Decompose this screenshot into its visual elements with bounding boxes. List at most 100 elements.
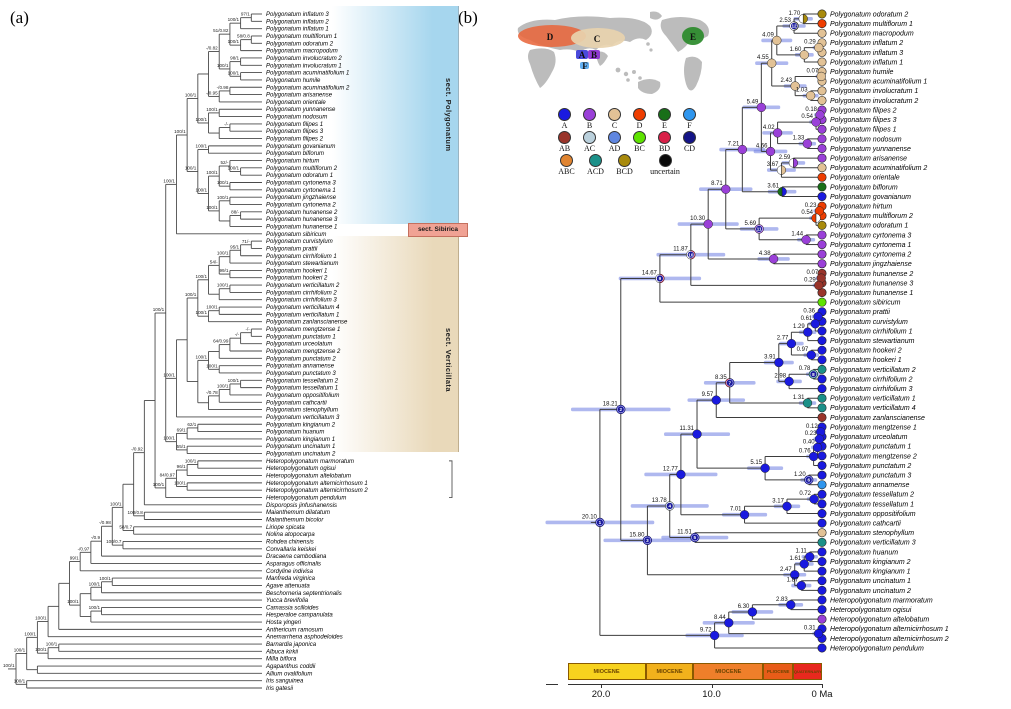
tip-label: Polygonatum punctatum 2 (266, 356, 336, 362)
node-circle: 9 (655, 273, 665, 284)
support-label: 95/1 (230, 244, 239, 249)
legend-swatch (608, 108, 621, 121)
node-number-badge (805, 476, 813, 484)
support-label: 100/1 (228, 70, 240, 75)
node-age-label: 3.17 (772, 498, 784, 504)
map-region-letter-F: F (582, 61, 588, 71)
tip-label: Polygonatum kingianum 2 (830, 559, 911, 566)
node-age-label: 0.29 (804, 40, 816, 46)
support-label: -/0.92 (131, 447, 143, 452)
support-label: 100/1 (67, 599, 79, 604)
node-circle (796, 580, 806, 591)
taxon-range-circle (817, 557, 827, 567)
support-label: 100/1 (228, 378, 240, 383)
node-circle (799, 559, 809, 569)
support-label: 100/0.8 (128, 510, 144, 515)
tip-label: Polygonatum filipes 1 (266, 122, 323, 128)
support-label: 100/1 (24, 631, 36, 636)
tip-label: Polygonatum punctatum 2 (830, 463, 911, 470)
map-region-letter-E: E (690, 32, 696, 42)
node-circle (803, 327, 813, 337)
map-region-letter-B: B (591, 50, 597, 60)
taxon-range-circle (817, 182, 827, 192)
node-number-badge (666, 502, 674, 510)
node-circle (816, 71, 826, 82)
node-circle (809, 494, 819, 504)
tip-label: Polygonatum multiflorum 1 (266, 34, 337, 40)
taxon-range-circle (817, 384, 827, 394)
support-label: 96/1 (177, 464, 186, 469)
tip-label: Polygonatum multiflorum 2 (266, 166, 338, 172)
node-age-label: 11.51 (677, 530, 692, 536)
node-number: 6 (807, 478, 810, 483)
tip-label: Camassia scilloides (266, 605, 319, 611)
map-region-letters: D CA BF E (547, 32, 696, 71)
node-age-label: 13.78 (652, 498, 668, 504)
node-circle (676, 469, 686, 480)
taxon-range-circle (817, 528, 827, 538)
node-circle (756, 102, 766, 113)
legend-swatch (683, 108, 696, 121)
support-label: 100/1 (196, 187, 208, 192)
tip-label: Polygonatum cirrhifolium 1 (830, 328, 913, 335)
legend-label: BC (634, 144, 645, 153)
node-age-label: 7.01 (730, 507, 742, 513)
node-age-label: 2.98 (774, 373, 786, 379)
node-circle (786, 600, 796, 610)
tip-label: Polygonatum filipes 1 (830, 127, 897, 134)
tip-label: Polygonatum orientale (266, 100, 326, 106)
support-label: 100/1 (110, 501, 122, 506)
taxon-range-circle (817, 374, 827, 384)
taxon-range-circle (817, 192, 827, 202)
tip-label: Polygonatum nodosum (830, 136, 902, 143)
tip-label: Polygonatum hunanense 1 (266, 224, 337, 230)
node-age-label: 1.03 (796, 88, 808, 94)
tip-label: Polygonatum hunanense 2 (830, 271, 913, 278)
support-label: 100/1 (196, 117, 208, 122)
tip-label: Hosta yingeri (266, 620, 302, 626)
support-label: 98/1 (230, 56, 239, 61)
map-region-letter-D: D (547, 32, 554, 42)
taxon-range-circle (817, 403, 827, 413)
support-label: 100/1 (153, 482, 165, 487)
tip-label: Polygonatum annamense (830, 482, 909, 489)
legend-label: uncertain (650, 167, 680, 176)
node-circle (774, 357, 784, 368)
tip-label: Asparagus officinalis (265, 561, 321, 567)
tip-label: Heteropolygonatum alternicirrhosum 1 (830, 626, 949, 633)
legend-item-AB: AB (552, 131, 577, 153)
node-age-label: 0.23 (805, 431, 817, 437)
tip-label: Polygonatum multiflorum 2 (830, 213, 913, 220)
taxon-range-circle (817, 249, 827, 259)
continents (517, 11, 709, 94)
node-age-label: 0.40 (803, 439, 815, 445)
node-number: 4 (668, 504, 671, 509)
support-label: 100/1 (185, 92, 197, 97)
tip-label: Polygonatum zanlanscianense (266, 320, 348, 326)
node-number-badge (643, 536, 652, 545)
node-circle (777, 187, 787, 197)
tip-label: Disporopsis jinfushanensis (266, 503, 337, 509)
legend-swatch (658, 154, 672, 167)
tip-label: Polygonatum inflatum 1 (830, 59, 903, 66)
legend-swatch (658, 131, 671, 144)
taxon-range-circle (817, 364, 827, 374)
support-label: 58/0.8 (237, 34, 250, 39)
tip-label: Polygonatum involucratum 2 (830, 98, 918, 105)
node-age-label: 12.77 (663, 466, 679, 472)
node-circle (739, 510, 750, 520)
node-age-label: 0.12 (806, 424, 818, 430)
tip-label: Polygonatum verticillatum 4 (266, 305, 340, 311)
legend-item-BC: BC (627, 131, 652, 153)
taxon-range-circle (817, 489, 827, 499)
node-circle (813, 628, 824, 639)
node-age-label: 2.43 (780, 78, 792, 84)
tip-label: Polygonatum yunnanense (830, 146, 911, 153)
legend-item-C: C (602, 108, 627, 130)
tip-label: Polygonatum multiflorum 1 (830, 21, 913, 28)
tip-label: Polygonatum punctatum 3 (830, 472, 911, 479)
tip-label: Polygonatum acuminatifolium 1 (830, 79, 927, 86)
tip-label: Agapanthus coddii (265, 664, 316, 670)
tip-label: Polygonatum cyrtonema 2 (266, 202, 336, 208)
